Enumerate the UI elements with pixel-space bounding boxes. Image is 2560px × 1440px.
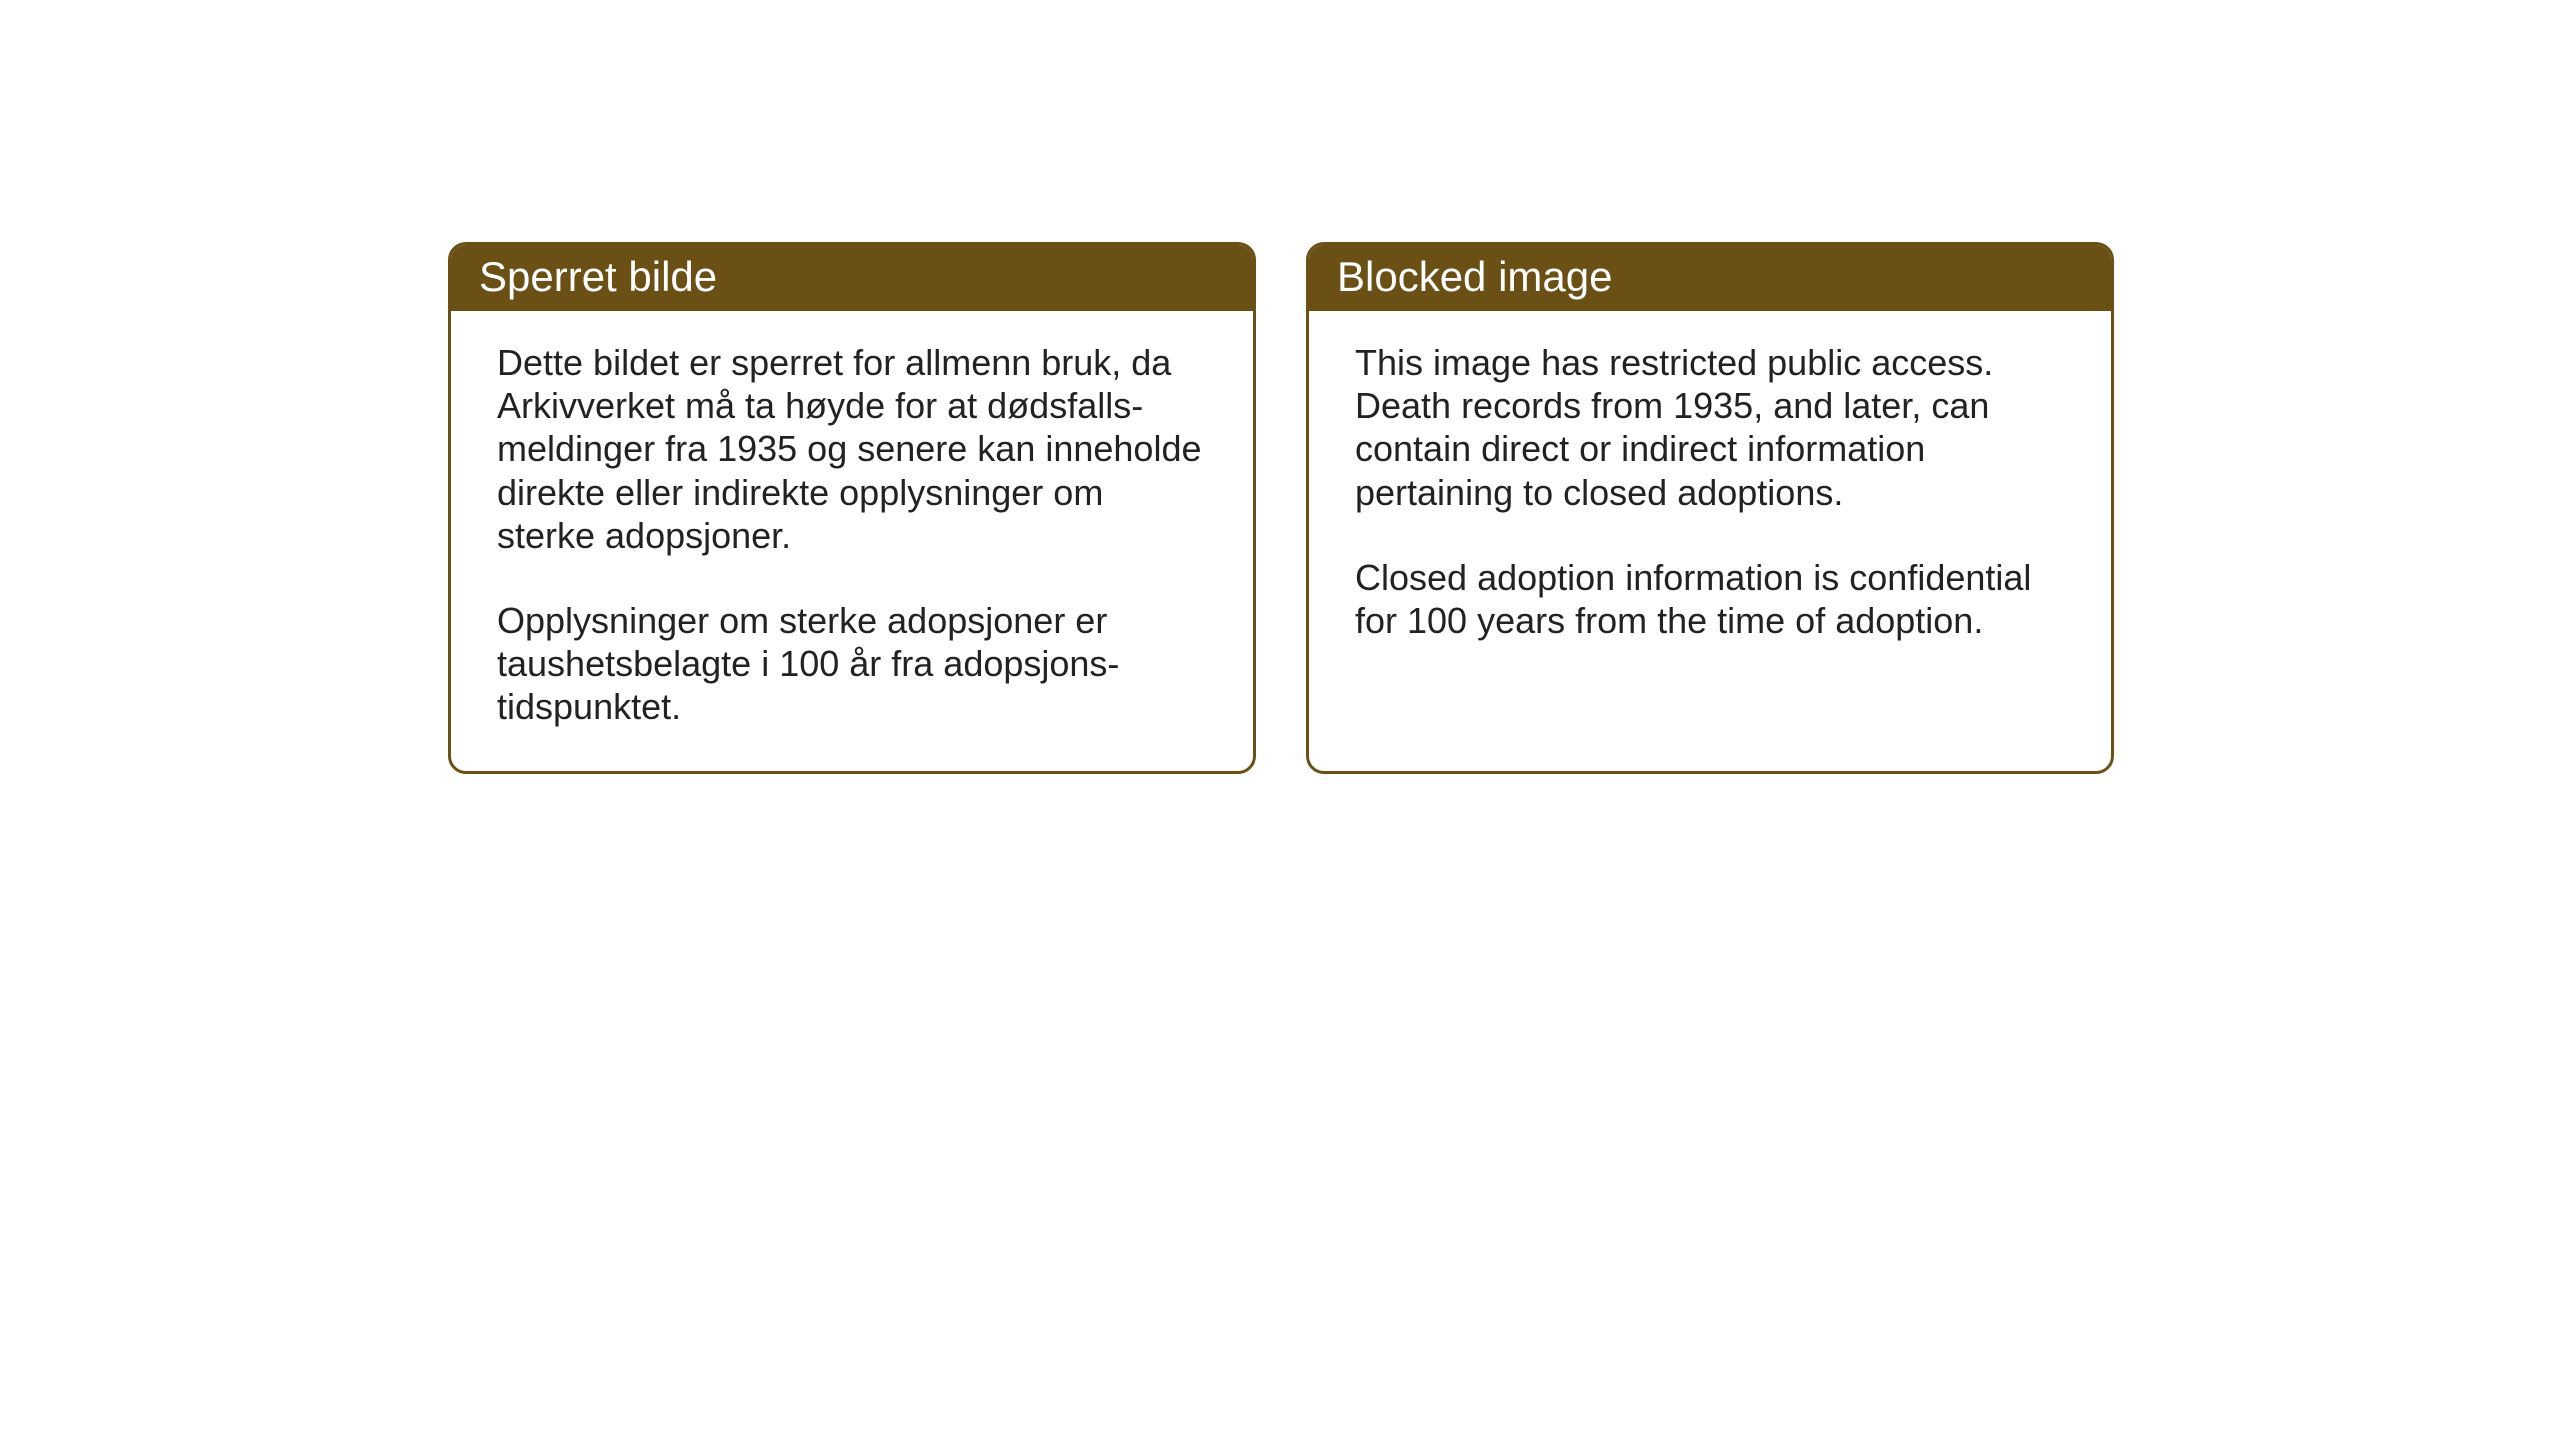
english-card-body: This image has restricted public access.… (1309, 311, 2111, 684)
norwegian-card-body: Dette bildet er sperret for allmenn bruk… (451, 311, 1253, 771)
norwegian-paragraph-1: Dette bildet er sperret for allmenn bruk… (497, 341, 1207, 557)
norwegian-card-title: Sperret bilde (451, 245, 1253, 311)
english-paragraph-1: This image has restricted public access.… (1355, 341, 2065, 514)
notice-container: Sperret bilde Dette bildet er sperret fo… (0, 0, 2560, 774)
english-paragraph-2: Closed adoption information is confident… (1355, 556, 2065, 642)
norwegian-paragraph-2: Opplysninger om sterke adopsjoner er tau… (497, 599, 1207, 729)
norwegian-notice-card: Sperret bilde Dette bildet er sperret fo… (448, 242, 1256, 774)
english-notice-card: Blocked image This image has restricted … (1306, 242, 2114, 774)
english-card-title: Blocked image (1309, 245, 2111, 311)
